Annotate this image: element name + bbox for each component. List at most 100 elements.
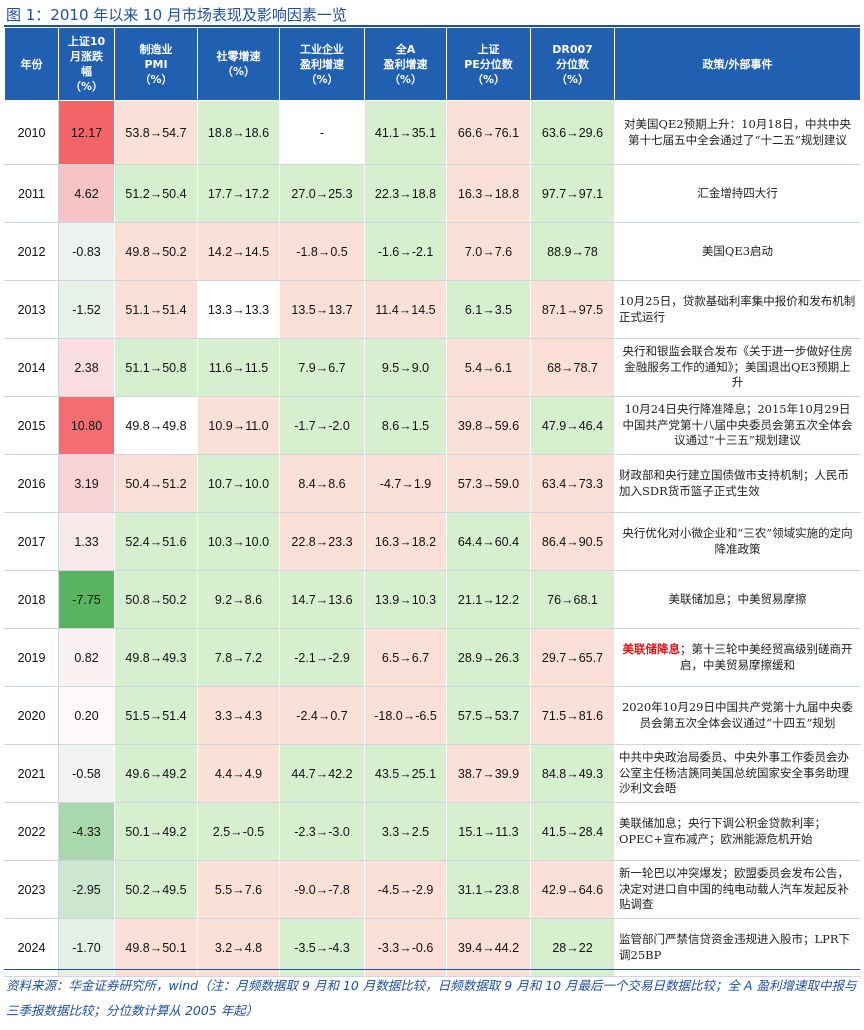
event-cell: 美联储加息；央行下调公积金贷款利率；OPEC+宣布减产；欧洲能源危机开始 xyxy=(614,802,861,861)
sh-change-cell: 10.80 xyxy=(58,396,115,455)
sh-change-cell: 1.33 xyxy=(58,512,115,571)
figure-title: 图 1：2010 年以来 10 月市场表现及影响因素一览 xyxy=(6,6,347,24)
retail-cell: 11.6→11.5 xyxy=(197,338,280,397)
pe-percentile-cell: 66.6→76.1 xyxy=(446,100,531,165)
pe-percentile-cell: 31.1→23.8 xyxy=(446,860,531,919)
industry-profit-cell: -2.3→-3.0 xyxy=(279,802,365,861)
sh-change-cell: -1.70 xyxy=(58,918,115,977)
sh-change-cell: -2.95 xyxy=(58,860,115,919)
retail-cell: 4.4→4.9 xyxy=(197,744,280,803)
event-text: 对美国QE2预期上升：10月18日，中共中央第十七届五中全会通过了“十二五”规划… xyxy=(624,117,851,147)
dr007-percentile-cell: 87.1→97.5 xyxy=(530,280,615,339)
pmi-cell: 50.4→51.2 xyxy=(114,454,198,513)
sh-change-cell: 2.38 xyxy=(58,338,115,397)
table-row: 2022 -4.33 50.1→49.2 2.5→-0.5 -2.3→-3.0 3.3→2… xyxy=(4,802,861,861)
sh-change-cell: 0.82 xyxy=(58,628,115,687)
alla-profit-cell: -4.5→-2.9 xyxy=(364,860,447,919)
pe-percentile-cell: 38.7→39.9 xyxy=(446,744,531,803)
event-text: 美联储加息；中美贸易摩擦 xyxy=(668,591,807,606)
alla-profit-cell: -18.0→-6.5 xyxy=(364,686,447,745)
header-row: 年份 上证10 月涨跌幅（%） 制造业 PMI （%） 社零增速 （%） 工业企业 盈利增速 （%）… xyxy=(4,27,861,101)
header-pe-percentile: 上证 PE分位数 （%） xyxy=(446,27,531,101)
industry-profit-cell: 27.0→25.3 xyxy=(279,164,365,223)
alla-profit-cell: 13.9→10.3 xyxy=(364,570,447,629)
header-line: （%） xyxy=(471,72,506,86)
event-cell: 美国QE3启动 xyxy=(614,222,861,281)
table-row: 2015 10.80 49.8→49.8 10.9→11.0 -1.7→-2.0 8.6→… xyxy=(4,396,861,455)
alla-profit-cell: 43.5→25.1 xyxy=(364,744,447,803)
table-row: 2024 -1.70 49.8→50.1 3.2→4.8 -3.5→-4.3 -3.3→-… xyxy=(4,918,861,977)
header-sh-change: 上证10 月涨跌幅 （%） xyxy=(58,27,115,101)
year-cell: 2012 xyxy=(4,222,59,281)
source-note: 资料来源：华金证券研究所，wind（注：月频数据取 9 月和 10 月数据比较，… xyxy=(6,978,857,1018)
pmi-cell: 49.6→49.2 xyxy=(114,744,198,803)
table-row: 2019 0.82 49.8→49.3 7.8→7.2 -2.1→-2.9 6.5→6.7… xyxy=(4,628,861,687)
header-line: 分位数 xyxy=(556,57,589,71)
event-cell: 央行和银监会联合发布《关于进一步做好住房金融服务工作的通知》；美国退出QE3预期… xyxy=(614,338,861,397)
event-text: 美联储加息；央行下调公积金贷款利率；OPEC+宣布减产；欧洲能源危机开始 xyxy=(619,816,826,846)
retail-cell: 10.9→11.0 xyxy=(197,396,280,455)
year-cell: 2022 xyxy=(4,802,59,861)
header-line: PE分位数 xyxy=(464,57,513,71)
pmi-cell: 50.2→49.5 xyxy=(114,860,198,919)
event-text: 监管部门严禁信贷资金违规进入股市；LPR下调25BP xyxy=(619,932,851,962)
table-row: 2018 -7.75 50.8→50.2 9.2→8.6 14.7→13.6 13.9→1… xyxy=(4,570,861,629)
pe-percentile-cell: 39.8→59.6 xyxy=(446,396,531,455)
pmi-cell: 50.1→49.2 xyxy=(114,802,198,861)
dr007-percentile-cell: 97.7→97.1 xyxy=(530,164,615,223)
dr007-percentile-cell: 29.7→65.7 xyxy=(530,628,615,687)
pe-percentile-cell: 28.9→26.3 xyxy=(446,628,531,687)
event-text: 美国QE3启动 xyxy=(701,243,774,258)
header-line: （%） xyxy=(139,72,173,86)
sh-change-cell: 12.17 xyxy=(58,100,115,165)
event-cell: 2020年10月29日中国共产党第十九届中央委员会第五次全体会议通过“十四五”规… xyxy=(614,686,861,745)
pmi-cell: 51.5→51.4 xyxy=(114,686,198,745)
pmi-cell: 52.4→51.6 xyxy=(114,512,198,571)
event-text: 2020年10月29日中国共产党第十九届中央委员会第五次全体会议通过“十四五”规… xyxy=(621,700,854,730)
dr007-percentile-cell: 71.5→81.6 xyxy=(530,686,615,745)
retail-cell: 5.5→7.6 xyxy=(197,860,280,919)
event-text: 10月25日，贷款基础利率集中报价和发布机制正式运行 xyxy=(619,294,856,324)
event-cell: 10月25日，贷款基础利率集中报价和发布机制正式运行 xyxy=(614,280,861,339)
pe-percentile-cell: 57.5→53.7 xyxy=(446,686,531,745)
industry-profit-cell: -2.4→0.7 xyxy=(279,686,365,745)
retail-cell: 10.7→10.0 xyxy=(197,454,280,513)
header-line: 年份 xyxy=(20,57,43,71)
table-row: 2011 4.62 51.2→50.4 17.7→17.2 27.0→25.3 22.3→… xyxy=(4,164,861,223)
alla-profit-cell: 6.5→6.7 xyxy=(364,628,447,687)
industry-profit-cell: -2.1→-2.9 xyxy=(279,628,365,687)
header-line: （%） xyxy=(305,72,339,86)
event-cell: 中共中央政治局委员、中央外事工作委员会办公室主任杨洁篪同美国总统国家安全事务助理… xyxy=(614,744,861,803)
dr007-percentile-cell: 84.8→49.3 xyxy=(530,744,615,803)
header-line: （%） xyxy=(388,72,423,86)
sh-change-cell: -7.75 xyxy=(58,570,115,629)
table-row: 2013 -1.52 51.1→51.4 13.3→13.3 13.5→13.7 11.4… xyxy=(4,280,861,339)
header-line: 全A xyxy=(395,42,416,56)
retail-cell: 3.2→4.8 xyxy=(197,918,280,977)
industry-profit-cell: 13.5→13.7 xyxy=(279,280,365,339)
alla-profit-cell: 41.1→35.1 xyxy=(364,100,447,165)
event-cell: 10月24日央行降准降息；2015年10月29日中国共产党第十八届中央委员会第五… xyxy=(614,396,861,455)
event-cell: 汇金增持四大行 xyxy=(614,164,861,223)
event-text: 央行优化对小微企业和“三农”领域实施的定向降准政策 xyxy=(622,526,853,556)
dr007-percentile-cell: 63.6→29.6 xyxy=(530,100,615,165)
retail-cell: 13.3→13.3 xyxy=(197,280,280,339)
header-line: 上证 xyxy=(477,42,500,56)
year-cell: 2024 xyxy=(4,918,59,977)
pe-percentile-cell: 39.4→44.2 xyxy=(446,918,531,977)
dr007-percentile-cell: 76→68.1 xyxy=(530,570,615,629)
dr007-percentile-cell: 41.5→28.4 xyxy=(530,802,615,861)
event-text: 财政部和央行建立国债做市支持机制；人民币加入SDR货币篮子正式生效 xyxy=(619,468,849,498)
header-line: 盈利增速 xyxy=(300,57,344,71)
header-line: 社零增速 xyxy=(216,50,261,63)
header-line: DR007 xyxy=(552,42,593,56)
alla-profit-cell: 22.3→18.8 xyxy=(364,164,447,223)
header-line: 制造业 xyxy=(139,42,173,56)
year-cell: 2021 xyxy=(4,744,59,803)
table-row: 2012 -0.83 49.8→50.2 14.2→14.5 -1.8→0.5 -1.6→… xyxy=(4,222,861,281)
industry-profit-cell: 44.7→42.2 xyxy=(279,744,365,803)
year-cell: 2018 xyxy=(4,570,59,629)
sh-change-cell: 0.20 xyxy=(58,686,115,745)
event-cell: 对美国QE2预期上升：10月18日，中共中央第十七届五中全会通过了“十二五”规划… xyxy=(614,100,861,165)
retail-cell: 14.2→14.5 xyxy=(197,222,280,281)
